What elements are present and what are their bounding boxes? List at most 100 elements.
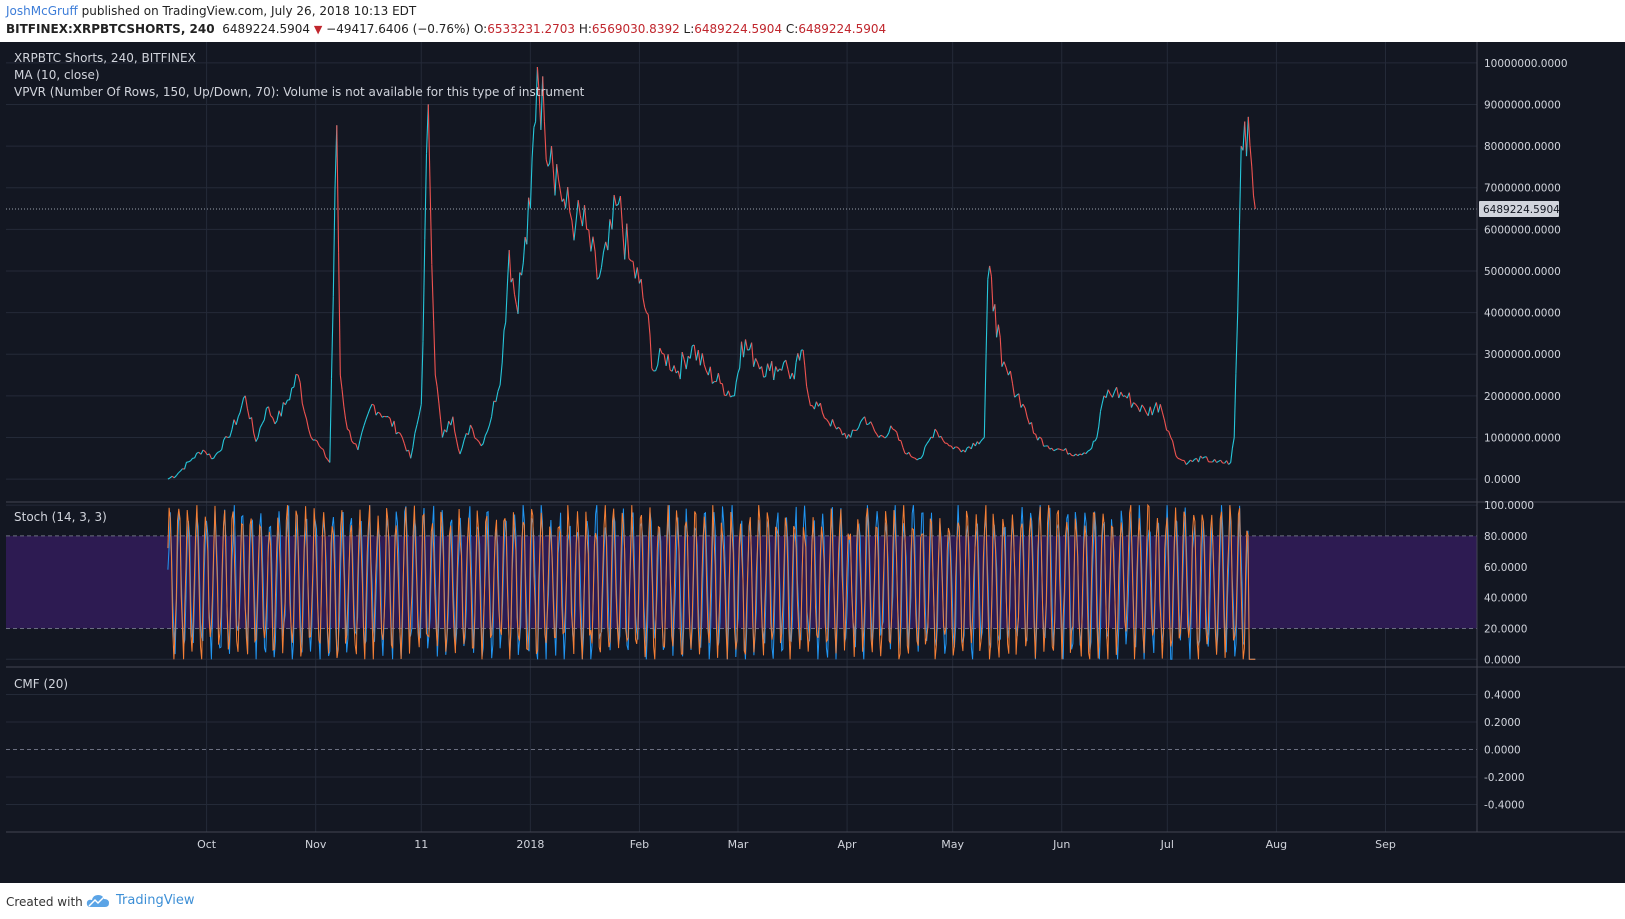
price-segment: [1247, 116, 1251, 146]
price-segment: [725, 390, 729, 396]
price-segment: [886, 432, 890, 437]
price-segment: [506, 250, 510, 283]
price-segment: [1089, 447, 1093, 451]
symbol-info-line: BITFINEX:XRPBTCSHORTS, 240 6489224.5904 …: [6, 22, 886, 36]
price-segment: [229, 429, 233, 438]
price-segment: [429, 187, 433, 265]
chart-svg[interactable]: 6489224.5904 Oct Nov 11 2018 Feb Mar Apr May Jun…: [0, 42, 1625, 883]
price-segment: [401, 437, 405, 444]
symbol-name: BITFINEX:XRPBTCSHORTS, 240: [6, 22, 215, 36]
price-segment: [1163, 420, 1168, 431]
price-segment: [878, 434, 882, 438]
price-segment: [178, 470, 181, 474]
price-segment: [916, 458, 920, 461]
price-segment: [985, 279, 989, 354]
date-tick-label: 2018: [516, 838, 544, 851]
price-segment: [819, 402, 823, 413]
price-segment: [799, 350, 802, 361]
price-tick-label: 6000000.0000: [1484, 224, 1561, 236]
price-segment: [651, 368, 654, 372]
price-segment: [526, 197, 530, 245]
price-segment: [569, 211, 573, 221]
price-segment: [1179, 458, 1183, 461]
price-segment: [1205, 456, 1210, 463]
price-segment: [785, 359, 789, 370]
price-segment: [872, 425, 876, 432]
price-segment: [866, 423, 869, 426]
price-segment: [438, 403, 442, 420]
price-segment: [996, 324, 999, 338]
stoch-d-line: [167, 503, 1256, 660]
price-segment: [1220, 459, 1224, 464]
price-segment: [1194, 457, 1197, 460]
price-segment: [276, 410, 280, 421]
chart-area[interactable]: 6489224.5904 Oct Nov 11 2018 Feb Mar Apr May Jun…: [0, 42, 1625, 883]
price-segment: [508, 250, 512, 283]
price-segment: [1005, 367, 1009, 376]
price-segment: [1137, 406, 1141, 413]
price-series: 6489224.5904: [6, 66, 1560, 480]
tradingview-cloud-icon: [86, 894, 109, 907]
price-segment: [379, 413, 383, 418]
price-segment: [1079, 453, 1083, 456]
price-segment: [536, 66, 540, 93]
price-segment: [920, 454, 924, 459]
price-segment: [987, 265, 991, 280]
price-segment: [806, 386, 809, 396]
author-link[interactable]: JoshMcGruff: [6, 4, 78, 18]
price-segment: [478, 441, 482, 447]
price-segment: [416, 415, 420, 425]
high-value: 6569030.8392: [591, 22, 680, 36]
price-segment: [1157, 404, 1161, 413]
price-segment: [1026, 417, 1030, 425]
price-segment: [982, 437, 985, 440]
price-segment: [1020, 403, 1024, 408]
price-segment: [196, 451, 200, 454]
date-tick-label: Apr: [838, 838, 858, 851]
price-segment: [1231, 437, 1235, 449]
low-label: L:: [683, 22, 695, 36]
tradingview-brand[interactable]: TradingView: [86, 893, 195, 908]
price-segment: [305, 418, 310, 430]
price-segment: [715, 372, 719, 382]
price-segment: [540, 76, 544, 130]
price-tick-label: 2000000.0000: [1484, 391, 1561, 403]
ma-legend: MA (10, close): [14, 68, 100, 82]
price-segment: [864, 416, 868, 425]
price-segment: [431, 264, 435, 321]
price-segment: [970, 442, 974, 450]
publication-header: JoshMcGruff published on TradingView.com…: [0, 0, 1625, 42]
price-segment: [225, 436, 228, 438]
price-segment: [543, 121, 547, 160]
price-segment: [922, 446, 926, 456]
price-segment: [467, 424, 472, 435]
price-segment: [1055, 448, 1058, 451]
price-segment: [270, 415, 274, 419]
price-segment: [649, 334, 653, 369]
price-segment: [459, 447, 463, 455]
price-segment: [246, 408, 251, 420]
price-segment: [1073, 453, 1077, 457]
price-segment: [942, 440, 946, 444]
price-segment: [765, 363, 769, 377]
price-segment: [219, 449, 223, 452]
price-segment: [395, 431, 399, 435]
price-segment: [484, 431, 488, 436]
price-segment: [624, 223, 628, 260]
price-segment: [1143, 407, 1147, 413]
date-tick-label: Oct: [197, 838, 217, 851]
price-segment: [179, 468, 183, 472]
price-segment: [594, 251, 598, 280]
price-segment: [630, 260, 634, 262]
price-segment: [644, 307, 648, 313]
price-segment: [359, 432, 363, 441]
price-segment: [834, 425, 837, 430]
price-segment: [345, 419, 348, 430]
price-segment: [888, 425, 892, 433]
price-segment: [775, 366, 779, 372]
price-segment: [592, 236, 596, 252]
price-segment: [699, 353, 703, 366]
price-segment: [1166, 429, 1169, 432]
price-segment: [1190, 459, 1193, 463]
cmf-tick-label: -0.4000: [1484, 800, 1525, 812]
